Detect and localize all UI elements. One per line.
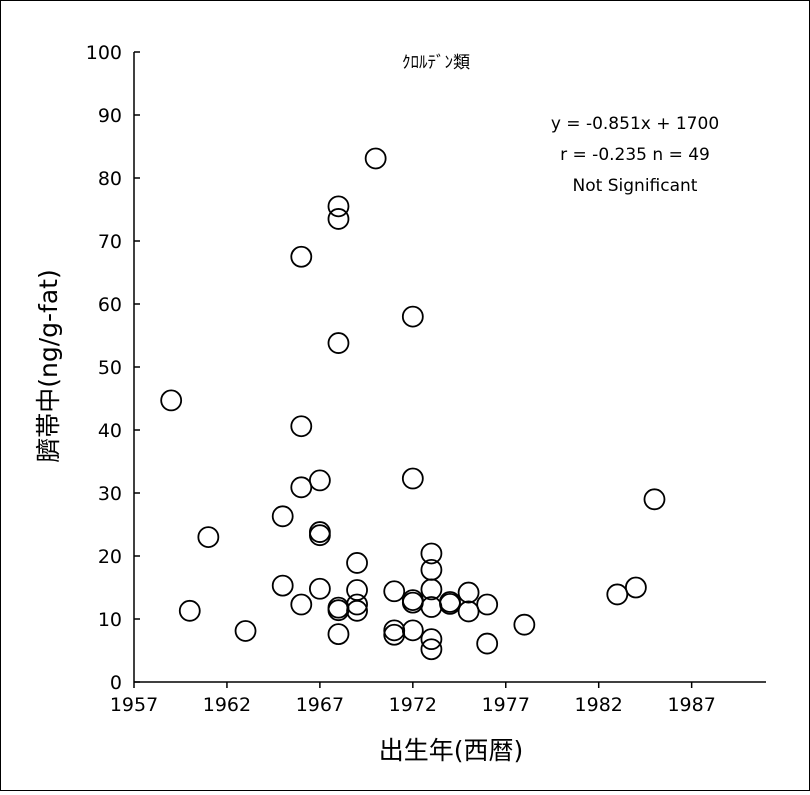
data-point: [513, 613, 536, 636]
data-point: [327, 332, 350, 354]
x-tick-label: 1962: [203, 694, 251, 716]
data-point: [290, 593, 313, 616]
y-tick-label: 0: [110, 672, 122, 694]
data-point: [197, 526, 220, 548]
y-tick-label: 50: [98, 357, 122, 379]
y-tick-label: 10: [98, 609, 122, 631]
data-point: [327, 208, 350, 230]
data-point: [290, 415, 313, 438]
y-tick-label: 20: [98, 546, 122, 568]
x-ticks: 1957 1962 1967 1972 1977 1982 1987: [110, 682, 716, 716]
data-point: [439, 592, 461, 615]
y-tick-label: 100: [86, 42, 122, 64]
data-point: [420, 638, 443, 661]
data-point: [457, 600, 480, 623]
data-point: [476, 632, 499, 655]
data-point: [476, 593, 499, 616]
data-point: [457, 581, 480, 604]
data-point: [401, 467, 424, 490]
significance-note: Not Significant: [573, 176, 698, 196]
x-axis-title: 出生年(西暦): [379, 736, 524, 765]
y-ticks: 0 10 20 30 40 50 60 70 80 90 100: [86, 42, 140, 694]
data-point: [383, 580, 406, 603]
data-point: [401, 619, 424, 642]
data-point: [439, 591, 461, 613]
regression-equation: y = -0.851x + 1700: [551, 114, 719, 134]
data-point: [346, 593, 368, 616]
data-point: [346, 552, 368, 574]
data-point: [420, 628, 443, 651]
correlation-stats: r = -0.235 n = 49: [560, 145, 710, 165]
data-point: [271, 505, 294, 528]
data-point: [420, 578, 443, 601]
data-point: [401, 305, 424, 328]
data-point: [271, 574, 294, 597]
y-tick-label: 90: [98, 105, 122, 127]
data-point: [624, 576, 647, 599]
x-tick-label: 1967: [296, 694, 344, 716]
y-tick-label: 70: [98, 231, 122, 253]
data-point: [606, 583, 629, 606]
data-point: [327, 623, 350, 646]
x-tick-label: 1972: [389, 694, 437, 716]
x-tick-label: 1987: [667, 694, 715, 716]
y-tick-label: 80: [98, 168, 122, 190]
data-point: [160, 389, 183, 412]
data-point: [364, 147, 387, 170]
data-point: [308, 524, 331, 547]
x-tick-label: 1982: [575, 694, 623, 716]
data-point: [383, 619, 406, 642]
data-point: [308, 577, 331, 600]
chart-title: ｸﾛﾙﾃﾞﾝ類: [402, 53, 470, 73]
data-point: [234, 620, 257, 642]
data-point: [308, 469, 331, 492]
y-tick-label: 30: [98, 483, 122, 505]
data-point: [290, 476, 313, 499]
data-point: [383, 623, 406, 646]
y-tick-label: 60: [98, 294, 122, 316]
data-point: [346, 599, 368, 622]
data-point: [178, 599, 201, 622]
data-point: [290, 245, 313, 268]
data-points: [160, 147, 666, 661]
y-tick-label: 40: [98, 420, 122, 442]
y-axis-title: 臍帯中(ng/g-fat): [34, 269, 63, 462]
x-tick-label: 1957: [110, 694, 158, 716]
data-point: [327, 195, 350, 218]
data-point: [420, 542, 443, 565]
data-point: [643, 488, 666, 511]
x-tick-label: 1977: [482, 694, 530, 716]
